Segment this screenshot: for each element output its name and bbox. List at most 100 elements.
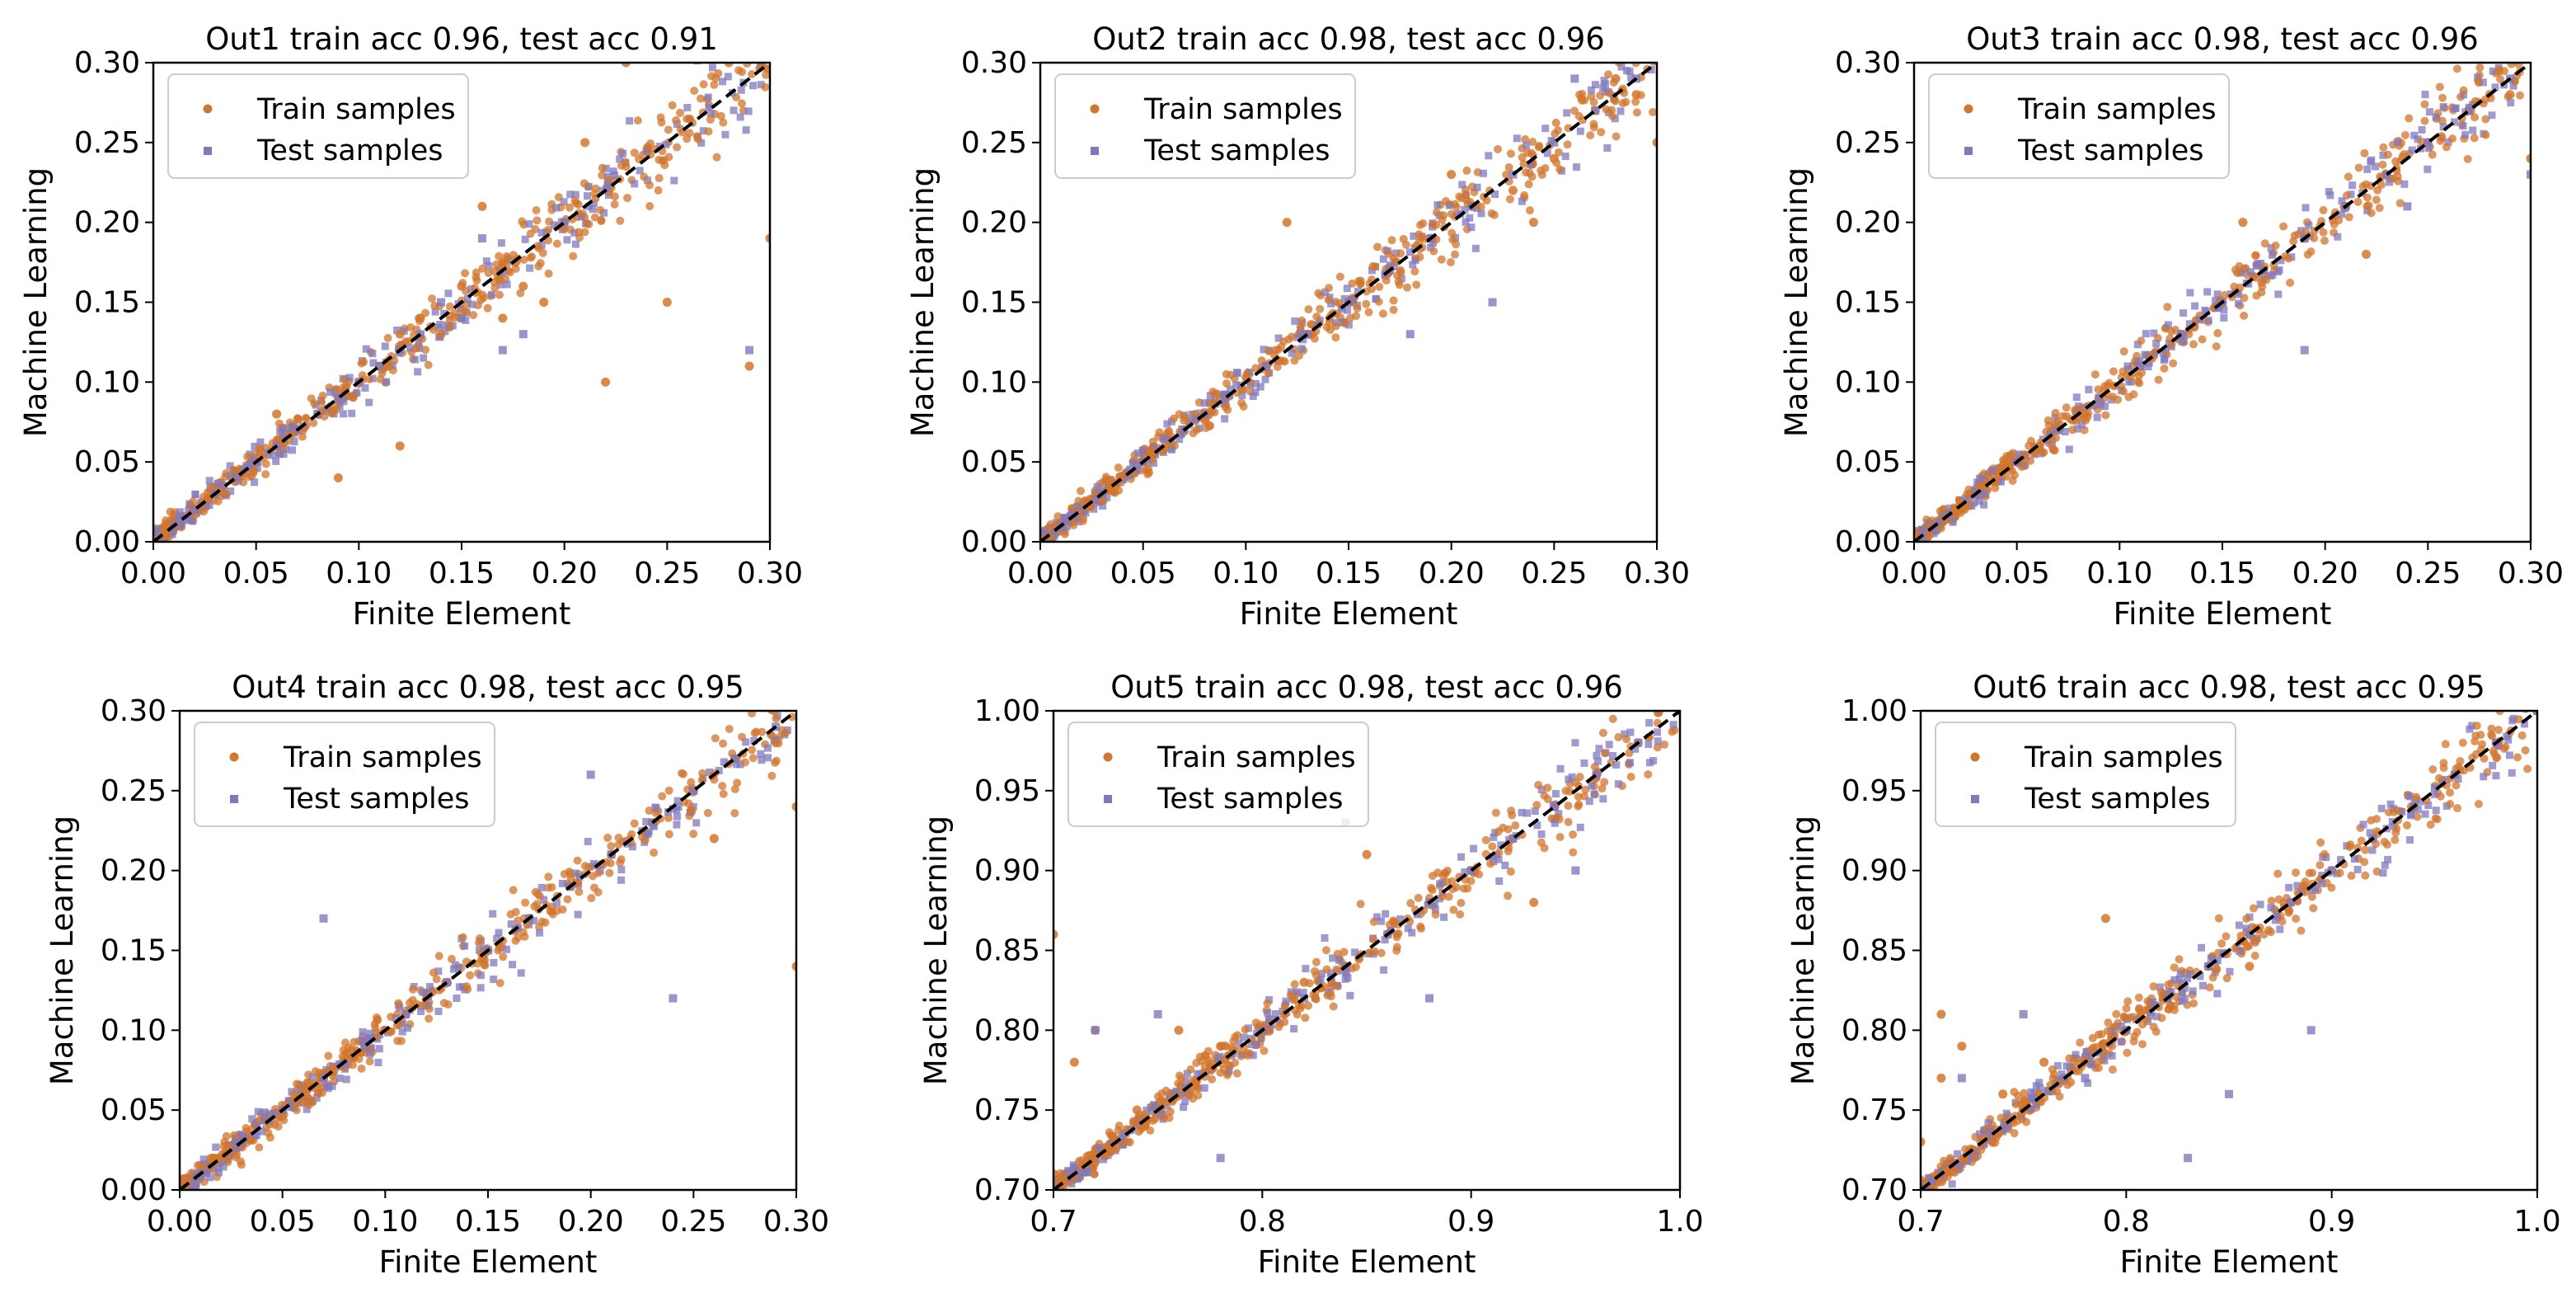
test-point bbox=[2186, 971, 2194, 979]
test-point bbox=[724, 73, 732, 81]
train-point bbox=[1216, 1041, 1226, 1051]
test-point bbox=[2372, 162, 2380, 171]
train-point bbox=[1529, 897, 1539, 907]
test-point bbox=[1172, 1088, 1180, 1097]
test-point bbox=[2002, 1109, 2011, 1117]
test-point bbox=[616, 155, 624, 163]
train-point bbox=[2245, 962, 2255, 971]
test-point bbox=[2108, 1051, 2116, 1060]
train-point bbox=[1476, 202, 1485, 211]
y-tick-label: 0.20 bbox=[961, 206, 1027, 240]
test-point bbox=[2393, 138, 2401, 146]
train-point bbox=[2286, 278, 2295, 287]
test-point bbox=[2480, 773, 2488, 781]
train-point bbox=[579, 179, 589, 188]
train-point bbox=[2307, 892, 2316, 901]
train-point bbox=[1132, 1105, 1142, 1115]
test-point bbox=[498, 346, 507, 355]
train-point bbox=[547, 883, 556, 892]
test-point bbox=[437, 298, 446, 307]
train-point bbox=[1678, 711, 1680, 712]
train-point bbox=[633, 116, 642, 125]
legend-box bbox=[194, 722, 495, 827]
test-point bbox=[1191, 416, 1199, 424]
train-point bbox=[1561, 787, 1570, 796]
test-point bbox=[184, 515, 192, 523]
train-point bbox=[607, 842, 616, 851]
test-point bbox=[1381, 936, 1389, 944]
train-point bbox=[1644, 770, 1653, 779]
test-point bbox=[2388, 817, 2396, 825]
test-point bbox=[1264, 1009, 1272, 1017]
y-tick-label: 0.15 bbox=[101, 934, 167, 968]
y-tick-label: 0.00 bbox=[101, 1173, 167, 1207]
train-point bbox=[2499, 744, 2508, 753]
legend-box bbox=[1054, 73, 1356, 179]
train-point bbox=[1575, 773, 1584, 782]
test-point bbox=[1232, 369, 1241, 377]
test-point bbox=[1040, 527, 1049, 535]
test-point bbox=[275, 450, 284, 458]
train-point bbox=[445, 322, 454, 331]
test-point bbox=[461, 942, 469, 950]
identity-line bbox=[1040, 63, 1657, 542]
test-point bbox=[742, 126, 750, 134]
train-point bbox=[1911, 545, 1919, 553]
test-point bbox=[584, 183, 593, 191]
train-point bbox=[1387, 236, 1396, 245]
train-point bbox=[509, 886, 518, 895]
train-point bbox=[1241, 1025, 1250, 1034]
train-point bbox=[2068, 426, 2077, 435]
train-point bbox=[1543, 783, 1552, 792]
test-point bbox=[2184, 1154, 2193, 1163]
test-point bbox=[2225, 1089, 2233, 1098]
train-point bbox=[1297, 1001, 1306, 1010]
train-point bbox=[2437, 131, 2446, 140]
test-point bbox=[1093, 482, 1101, 491]
test-point bbox=[1163, 420, 1171, 428]
legend-train-marker bbox=[1090, 104, 1100, 114]
train-point bbox=[2438, 116, 2447, 125]
train-point bbox=[308, 1098, 317, 1107]
test-point bbox=[586, 770, 595, 779]
test-point bbox=[290, 438, 298, 446]
test-point bbox=[2245, 930, 2254, 939]
train-point bbox=[2488, 731, 2497, 741]
test-point bbox=[1344, 321, 1353, 329]
test-point bbox=[1083, 1168, 1091, 1177]
test-point bbox=[212, 1143, 220, 1151]
train-point bbox=[189, 497, 198, 506]
train-point bbox=[1076, 487, 1085, 496]
test-point bbox=[1461, 205, 1469, 214]
test-point bbox=[730, 106, 738, 115]
test-point bbox=[1570, 74, 1579, 83]
test-point bbox=[1433, 201, 1442, 209]
test-point bbox=[1073, 502, 1082, 510]
test-point bbox=[2213, 957, 2222, 965]
train-point bbox=[1222, 378, 1232, 388]
train-point bbox=[408, 985, 417, 994]
test-point bbox=[214, 479, 223, 487]
test-point bbox=[619, 149, 627, 158]
test-point bbox=[718, 78, 726, 86]
train-point bbox=[2076, 1038, 2085, 1047]
train-point bbox=[2372, 815, 2381, 824]
train-point bbox=[1082, 1152, 1091, 1161]
test-point bbox=[699, 127, 707, 135]
y-tick-label: 0.75 bbox=[974, 1093, 1040, 1127]
train-point bbox=[1174, 1025, 1184, 1035]
train-point bbox=[1432, 220, 1441, 229]
legend-test-label: Test samples bbox=[1157, 783, 1344, 816]
test-point bbox=[730, 755, 739, 764]
train-point bbox=[2284, 908, 2293, 917]
train-point bbox=[495, 979, 504, 988]
x-tick-label: 0.25 bbox=[660, 1205, 726, 1239]
test-point bbox=[1343, 284, 1351, 293]
y-tick-label: 0.05 bbox=[74, 445, 140, 479]
train-point bbox=[1372, 242, 1382, 252]
train-point bbox=[1506, 867, 1515, 877]
test-point bbox=[160, 538, 168, 542]
test-point bbox=[617, 866, 626, 874]
test-point bbox=[2153, 1013, 2161, 1021]
train-point bbox=[2062, 403, 2071, 412]
